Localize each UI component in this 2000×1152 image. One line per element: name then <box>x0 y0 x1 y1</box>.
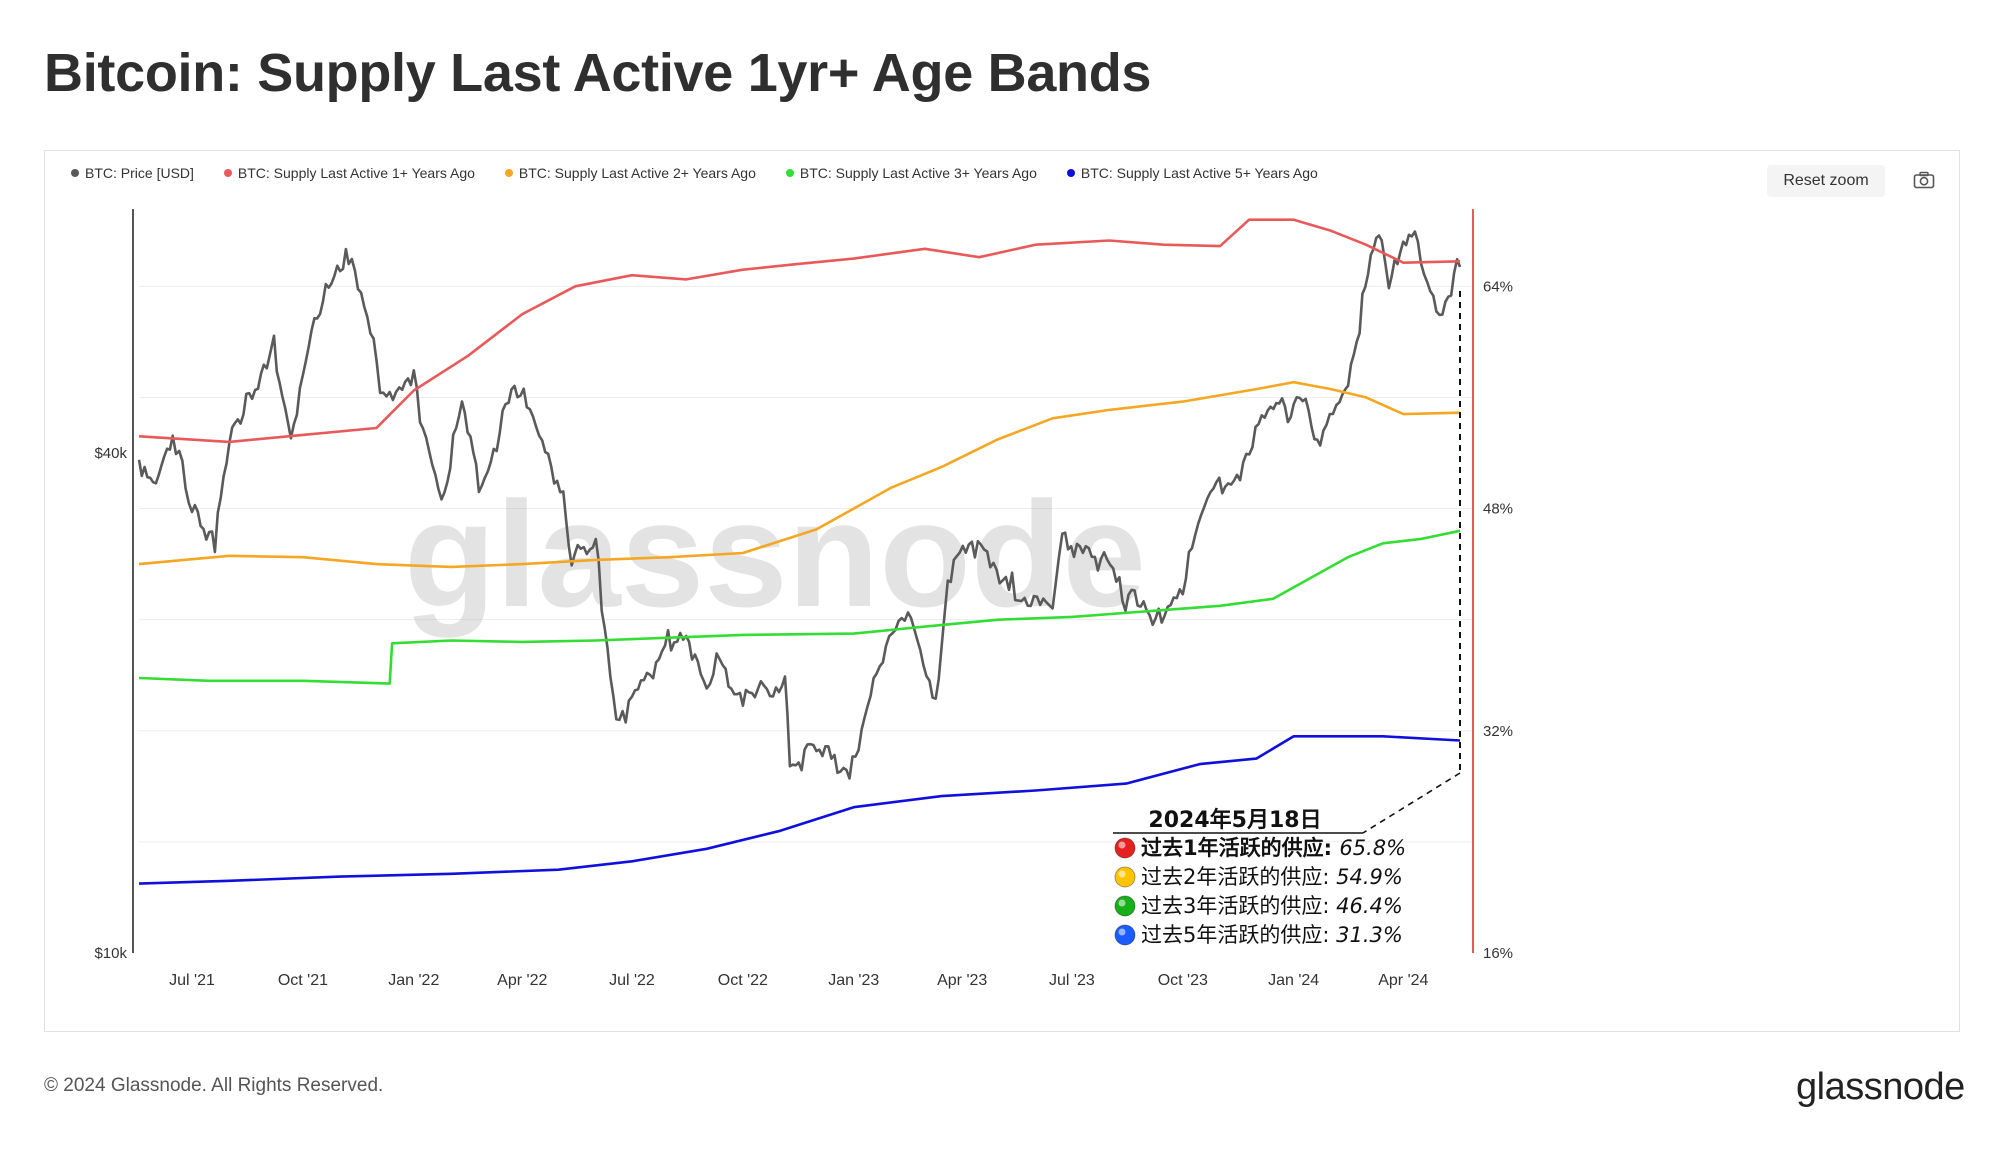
legend-dot-icon <box>785 169 794 177</box>
x-tick-label: Jul '21 <box>169 972 215 989</box>
left-axis-tick-label: $10k <box>94 945 127 962</box>
camera-icon[interactable] <box>1913 171 1935 189</box>
annotation-label: 过去3年活跃的供应: 46.4% <box>1141 894 1403 918</box>
footer-copyright: © 2024 Glassnode. All Rights Reserved. <box>44 1075 384 1096</box>
right-axis-tick-label: 16% <box>1483 945 1513 962</box>
annotation-row: 过去1年活跃的供应: 65.8% <box>1114 836 1406 860</box>
annotation-date: 2024年5月18日 <box>1148 807 1321 833</box>
annotation-label: 过去1年活跃的供应: 65.8% <box>1141 836 1406 860</box>
annotation-row: 过去3年活跃的供应: 46.4% <box>1114 894 1403 918</box>
annotation-label: 过去5年活跃的供应: 31.3% <box>1141 923 1403 947</box>
annotation-leader <box>1362 772 1461 834</box>
legend-item[interactable]: BTC: Supply Last Active 1+ Years Ago <box>223 165 475 181</box>
legend-dot-icon <box>223 169 232 177</box>
annotation-row: 过去5年活跃的供应: 31.3% <box>1114 923 1403 947</box>
annotation-value: 54.9% <box>1336 865 1403 889</box>
series-line-3 <box>138 529 1461 685</box>
x-tick-label: Jul '22 <box>609 972 655 989</box>
series-line-4 <box>138 735 1461 885</box>
legend-dot-icon <box>504 169 513 177</box>
page-title: Bitcoin: Supply Last Active 1yr+ Age Ban… <box>44 43 1152 103</box>
legend-label: BTC: Supply Last Active 1+ Years Ago <box>237 165 475 181</box>
x-tick-label: Oct '22 <box>718 972 768 989</box>
chart-legend: BTC: Price [USD] BTC: Supply Last Active … <box>71 165 1318 181</box>
legend-dot-icon <box>71 169 79 177</box>
right-axis-tick-label: 48% <box>1483 501 1513 518</box>
x-tick-label: Apr '23 <box>937 972 987 989</box>
right-axis-tick-label: 64% <box>1483 278 1513 295</box>
reset-zoom-button[interactable]: Reset zoom <box>1767 165 1885 197</box>
annotation-value: 46.4% <box>1336 894 1403 918</box>
left-axis-tick-label: $40k <box>94 445 127 462</box>
annotation-label: 过去2年活跃的供应: 54.9% <box>1141 865 1403 889</box>
legend-item[interactable]: BTC: Supply Last Active 2+ Years Ago <box>504 165 756 181</box>
chart-plot[interactable]: glassnode Jul '21 Oct '21 Jan '22 Apr '22 Jul… <box>45 151 1959 1031</box>
legend-label: BTC: Supply Last Active 3+ Years Ago <box>799 165 1037 181</box>
annotation-dot-highlight <box>1118 870 1126 878</box>
legend-dot-icon <box>1066 169 1075 177</box>
x-tick-label: Apr '24 <box>1378 972 1428 989</box>
annotation-dot <box>1114 837 1136 859</box>
annotation-dot-highlight <box>1118 928 1126 936</box>
x-tick-label: Jan '22 <box>388 972 439 989</box>
x-tick-label: Apr '22 <box>497 972 547 989</box>
x-tick-label: Oct '21 <box>278 972 328 989</box>
legend-item[interactable]: BTC: Price [USD] <box>71 165 194 181</box>
x-tick-label: Oct '23 <box>1158 972 1208 989</box>
chart-frame: glassnode Jul '21 Oct '21 Jan '22 Apr '22 Jul… <box>44 150 1960 1032</box>
annotation-row: 过去2年活跃的供应: 54.9% <box>1114 865 1403 889</box>
footer-logo[interactable]: glassnode <box>1796 1066 1965 1108</box>
annotation-dot-highlight <box>1118 841 1126 849</box>
annotation-dot-highlight <box>1118 899 1126 907</box>
legend-label: BTC: Price [USD] <box>85 165 194 181</box>
series-line-0 <box>137 230 1462 780</box>
annotation-value: 65.8% <box>1339 836 1406 860</box>
legend-item[interactable]: BTC: Supply Last Active 3+ Years Ago <box>785 165 1037 181</box>
series-line-1 <box>138 218 1461 444</box>
legend-label: BTC: Supply Last Active 5+ Years Ago <box>1080 165 1318 181</box>
annotation-value: 31.3% <box>1336 923 1403 947</box>
annotation-dot <box>1114 895 1136 917</box>
x-tick-label: Jan '24 <box>1268 972 1319 989</box>
annotation-dot <box>1114 924 1136 946</box>
x-tick-label: Jul '23 <box>1049 972 1095 989</box>
right-axis-tick-label: 32% <box>1483 723 1513 740</box>
series-line-2 <box>138 380 1461 569</box>
legend-item[interactable]: BTC: Supply Last Active 5+ Years Ago <box>1066 165 1318 181</box>
watermark: glassnode <box>404 470 1146 638</box>
annotation-dot <box>1114 866 1136 888</box>
x-tick-label: Jan '23 <box>828 972 879 989</box>
legend-label: BTC: Supply Last Active 2+ Years Ago <box>518 165 756 181</box>
